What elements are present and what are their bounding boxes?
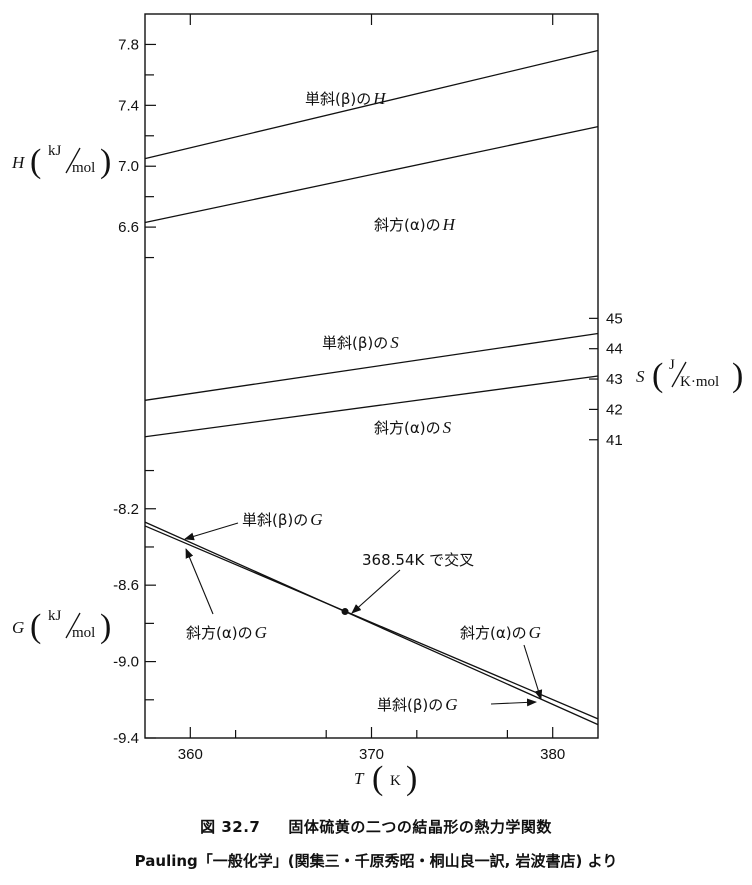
h-series-alpha-line <box>144 126 599 224</box>
figure-source: Pauling「一般化学」(関集三・千原秀昭・桐山良一訳, 岩波書店) より <box>134 852 618 870</box>
figure-number: 図 32.7 <box>200 818 261 836</box>
s-axis-tick-label: 41 <box>606 432 623 449</box>
h-axis-label: H ( kJ mol ) <box>11 143 111 180</box>
svg-text:(: ( <box>30 143 41 180</box>
arrow-beta-g-left <box>184 522 239 541</box>
g-axis-tick-label: -9.4 <box>113 730 139 747</box>
svg-text:(: ( <box>372 760 383 797</box>
h-axis-tick-label: 6.6 <box>118 219 139 236</box>
svg-text:T: T <box>354 769 365 788</box>
g-series-alpha-line <box>144 525 599 720</box>
thermodynamic-functions-chart: 6.6 7.0 7.4 7.8 41 42 43 44 45 -8.2 -8.6 -9.0 -9.4 36… <box>11 13 743 797</box>
h-axis-tick-label: 7.0 <box>118 158 139 175</box>
s-axis-tick-label: 42 <box>606 401 623 418</box>
g-axis-tick-label: -9.0 <box>113 654 139 671</box>
svg-text:J: J <box>669 357 675 373</box>
svg-text:kJ: kJ <box>48 143 62 159</box>
label-alpha-s: 斜方(α)の S <box>374 418 452 437</box>
x-axis-tick-label: 360 <box>178 746 203 763</box>
label-beta-h: 単斜(β)の H <box>305 89 387 108</box>
label-intersection: 368.54K で交叉 <box>362 551 474 569</box>
figure-caption: 図 32.7 固体硫黄の二つの結晶形の熱力学関数 <box>0 816 752 837</box>
svg-text:): ) <box>406 760 417 797</box>
s-axis-tick-label: 45 <box>606 310 623 327</box>
arrow-beta-g-right <box>490 698 537 707</box>
arrow-alpha-g-left <box>185 548 214 615</box>
s-axis-tick-label: 43 <box>606 371 623 388</box>
g-axis-label: G ( kJ mol ) <box>12 608 111 645</box>
svg-text:): ) <box>732 357 743 394</box>
svg-text:H: H <box>11 153 26 172</box>
svg-text:G: G <box>12 618 24 637</box>
x-axis-tick-label: 370 <box>359 746 384 763</box>
h-series-beta-line <box>144 49 599 160</box>
label-beta-g-left: 単斜(β)の G <box>242 510 323 529</box>
s-series-beta-line <box>144 332 599 401</box>
svg-text:(: ( <box>652 357 663 394</box>
svg-text:): ) <box>100 608 111 645</box>
label-alpha-h: 斜方(α)の H <box>374 215 457 234</box>
t-axis-label: T ( K ) <box>354 760 417 797</box>
svg-text:K: K <box>390 773 401 789</box>
s-series-alpha-line <box>144 375 599 438</box>
svg-text:kJ: kJ <box>48 608 62 624</box>
label-beta-s: 単斜(β)の S <box>322 333 399 352</box>
g-axis-tick-label: -8.2 <box>113 501 139 518</box>
svg-text:mol: mol <box>72 160 95 176</box>
h-axis-tick-label: 7.8 <box>118 36 139 53</box>
h-axis-tick-label: 7.4 <box>118 97 139 114</box>
axis-ticks <box>145 14 598 739</box>
axis-tick-labels: 6.6 7.0 7.4 7.8 41 42 43 44 45 -8.2 -8.6 -9.0 -9.4 36… <box>113 36 623 763</box>
g-axis-tick-label: -8.6 <box>113 577 139 594</box>
label-alpha-g-right: 斜方(α)の G <box>460 623 541 642</box>
arrow-intersection <box>351 569 401 614</box>
s-axis-tick-label: 44 <box>606 341 623 358</box>
s-axis-label: S ( J K·mol ) <box>636 357 743 394</box>
series-lines <box>144 49 599 726</box>
x-axis-tick-label: 380 <box>540 746 565 763</box>
svg-text:S: S <box>636 367 645 386</box>
svg-text:K·mol: K·mol <box>680 374 719 390</box>
svg-text:(: ( <box>30 608 41 645</box>
arrow-alpha-g-right <box>523 644 543 700</box>
svg-text:mol: mol <box>72 625 95 641</box>
label-alpha-g-left: 斜方(α)の G <box>186 623 267 642</box>
figure-title: 固体硫黄の二つの結晶形の熱力学関数 <box>288 818 552 836</box>
svg-text:): ) <box>100 143 111 180</box>
intersection-point <box>341 608 349 616</box>
g-series-beta-line <box>144 521 599 726</box>
label-beta-g-right: 単斜(β)の G <box>377 695 458 714</box>
